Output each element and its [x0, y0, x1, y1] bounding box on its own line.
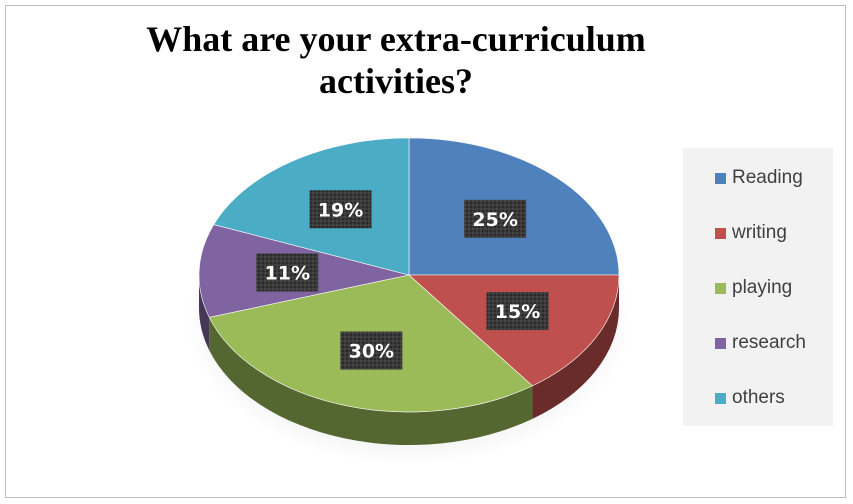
legend-item-others: others: [715, 386, 785, 410]
legend-label-others: others: [732, 387, 785, 408]
legend-item-reading: Reading: [715, 166, 803, 190]
data-label-research: 11%: [265, 263, 310, 285]
pie-side-playing: [209, 317, 533, 445]
pie-side-writing: [532, 275, 619, 419]
legend-label-reading: Reading: [732, 167, 803, 188]
legend-swatch-others: [715, 392, 726, 404]
legend-swatch-reading: [715, 172, 726, 184]
data-label-bg-playing: [340, 331, 403, 370]
legend-item-playing: playing: [715, 276, 792, 300]
legend-label-research: research: [732, 332, 806, 353]
legend-label-writing: writing: [732, 222, 787, 243]
data-label-bg-research: [256, 253, 319, 292]
pie-chart: 25% 15% 30% 11% 19%: [185, 137, 633, 465]
data-label-playing: 30%: [349, 341, 394, 363]
legend-swatch-writing: [715, 227, 726, 239]
data-label-bg-others: [309, 190, 372, 229]
data-label-others: 19%: [318, 199, 363, 221]
legend-swatch-playing: [715, 282, 726, 294]
legend-label-playing: playing: [732, 277, 793, 298]
chart-legend: Reading writing playing research others: [683, 148, 833, 426]
legend-item-writing: writing: [715, 221, 787, 245]
chart-title: What are your extra-curriculum activitie…: [146, 19, 646, 101]
data-label-bg-writing: [486, 292, 549, 331]
legend-item-research: research: [715, 331, 806, 355]
data-label-writing: 15%: [495, 301, 540, 323]
data-label-reading: 25%: [472, 209, 517, 231]
data-label-bg-reading: [464, 199, 527, 238]
chart-frame: What are your extra-curriculum activitie…: [5, 5, 846, 498]
pie-side-research: [199, 275, 210, 351]
pie-slice-writing: [408, 274, 620, 387]
legend-swatch-research: [715, 337, 726, 349]
